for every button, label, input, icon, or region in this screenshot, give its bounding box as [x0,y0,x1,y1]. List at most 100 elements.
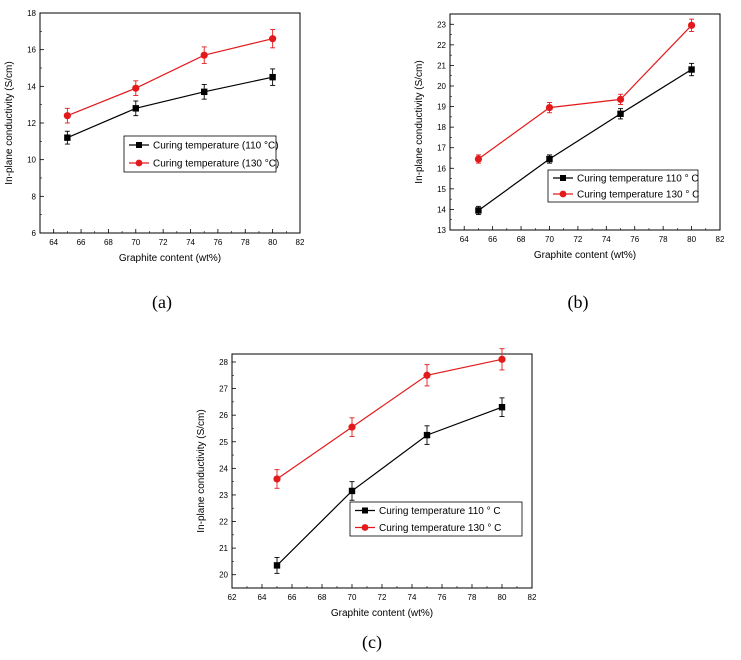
y-tick-label: 20 [219,571,228,580]
legend-marker [362,507,368,514]
chart-c: 62 64 66 68 70 72 74 76 78 80 82 20 21 22 23 24 25 26 27 28… [196,348,537,619]
y-tick-label: 19 [437,103,446,112]
y-tick-label: 20 [437,82,446,91]
y-tick-label: 14 [27,82,36,91]
legend-box [547,169,699,203]
data-point [200,51,208,59]
data-point [269,73,276,81]
y-axis-title: In-plane conductivity (S/cm) [196,409,207,532]
data-point [64,134,71,141]
data-point [132,84,140,92]
y-tick-label: 28 [219,358,228,367]
y-tick-label: 24 [219,464,228,473]
data-point [348,423,356,431]
legend-label: Curing temperature (110 °C) [153,141,279,152]
caption-b: (b) [567,292,589,312]
plot-frame [449,13,721,231]
y-tick-label: 27 [219,385,228,394]
y-tick-label: 22 [437,41,446,50]
data-point [269,35,277,43]
legend-label: Curing temperature (130 °C) [153,159,279,170]
x-tick-label: 68 [104,238,113,247]
x-tick-label: 82 [296,238,305,247]
y-tick-label: 8 [32,192,37,201]
data-point [348,487,356,495]
data-point [423,431,431,439]
x-tick-label: 62 [228,593,237,602]
x-tick-label: 76 [213,238,222,247]
y-tick-label: 14 [437,205,446,214]
x-tick-label: 66 [288,593,297,602]
x-tick-label: 78 [241,238,250,247]
x-tick-label: 74 [186,238,195,247]
chart-b: 64 66 68 70 72 74 76 78 80 82 13 14 15 16 17 18 19 20 21 22… [414,13,725,261]
data-point [688,66,695,73]
series-line-1 [67,76,273,139]
data-point [545,104,554,112]
x-tick-label: 66 [77,238,86,247]
x-tick-label: 78 [468,593,477,602]
legend-label: Curing temperature 110 ° C [379,506,501,517]
data-point [474,155,483,163]
y-axis-title: In-plane conductivity (S/cm) [4,61,15,184]
x-tick-label: 70 [348,593,357,602]
x-tick-label: 82 [716,235,725,244]
y-tick-label: 16 [437,164,446,173]
plot-frame [39,12,301,234]
y-tick-label: 16 [27,46,36,55]
x-tick-label: 74 [602,235,611,244]
legend-label: Curing temperature 110 ° C [577,174,699,185]
y-tick-label: 18 [27,9,36,18]
legend-marker [135,159,143,167]
legend-label: Curing temperature 130 ° C [577,190,699,201]
caption-a: (a) [152,292,172,312]
y-tick-label: 21 [437,61,446,70]
data-point [63,112,71,120]
data-point [498,355,506,363]
data-point [273,562,281,569]
x-tick-label: 78 [659,235,668,244]
x-tick-label: 76 [630,235,639,244]
y-tick-label: 23 [437,20,446,29]
x-tick-label: 76 [438,593,447,602]
y-tick-label: 13 [437,226,446,235]
legend-marker [560,175,566,181]
y-tick-label: 22 [219,518,228,527]
x-tick-label: 80 [498,593,507,602]
legend-marker [136,142,142,148]
x-tick-label: 80 [687,235,696,244]
y-tick-label: 23 [219,491,228,500]
x-tick-label: 64 [460,235,469,244]
y-tick-label: 26 [219,411,228,420]
legend-box [123,135,277,173]
x-tick-label: 82 [528,593,537,602]
x-axis-title: Graphite content (wt%) [331,608,433,619]
data-point [201,88,208,96]
legend-marker [559,190,567,198]
data-point [546,155,553,163]
y-axis-title: In-plane conductivity (S/cm) [414,60,425,183]
data-point [273,475,281,483]
x-tick-label: 66 [488,235,497,244]
x-tick-label: 64 [49,238,58,247]
y-tick-label: 18 [437,123,446,132]
y-tick-label: 17 [437,144,446,153]
legend-label: Curing temperature 130 ° C [379,523,501,534]
x-tick-label: 70 [545,235,554,244]
x-tick-label: 80 [268,238,277,247]
y-tick-label: 6 [32,229,37,238]
legend-box [349,501,523,537]
y-tick-label: 15 [437,185,446,194]
x-axis-title: Graphite content (wt%) [119,253,221,264]
caption-c: (c) [362,632,382,652]
y-tick-label: 21 [219,544,228,553]
y-tick-label: 12 [27,119,36,128]
legend-marker [361,524,369,531]
x-tick-label: 70 [131,238,140,247]
x-tick-label: 72 [159,238,168,247]
data-point [687,21,696,29]
data-point [616,95,625,103]
x-tick-label: 64 [258,593,267,602]
x-tick-label: 72 [378,593,387,602]
data-point [423,371,431,379]
